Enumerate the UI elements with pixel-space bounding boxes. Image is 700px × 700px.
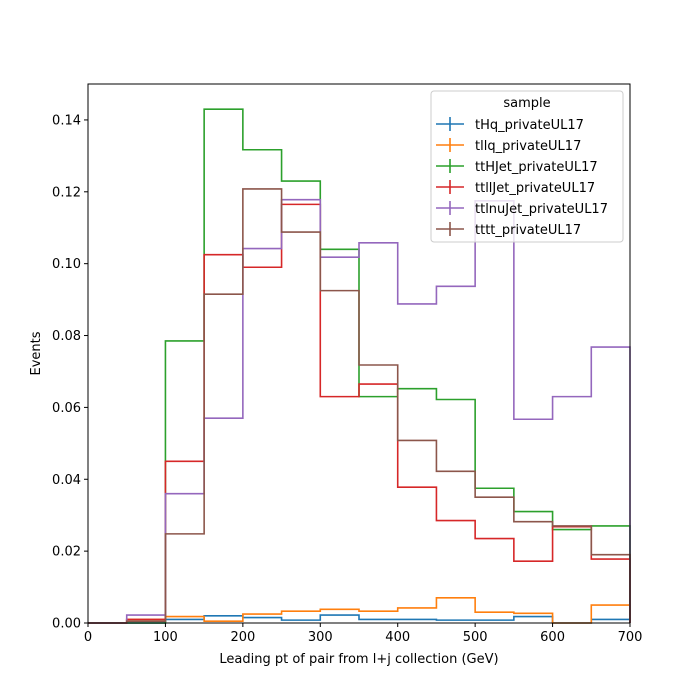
x-tick-label: 400 (385, 630, 410, 645)
series-layer (88, 108, 631, 624)
x-tick-label: 200 (230, 630, 255, 645)
legend-label: ttHJet_privateUL17 (475, 160, 598, 175)
x-tick-label: 100 (153, 630, 178, 645)
legend-label: ttllJet_privateUL17 (475, 181, 595, 196)
x-tick-label: 500 (463, 630, 488, 645)
legend-label: tttt_privateUL17 (475, 223, 581, 238)
legend-label: tllq_privateUL17 (475, 139, 581, 154)
x-axis: 0 100 200 300 400 500 600 700 (84, 623, 643, 645)
legend-items: tHq_privateUL17 tllq_privateUL17 ttHJet_pr… (436, 117, 608, 238)
series-line-tttt_privateUL17 (88, 188, 631, 624)
plot-frame (87, 83, 631, 624)
y-tick-label: 0.04 (52, 473, 81, 488)
y-tick-label: 0.10 (52, 257, 81, 272)
legend-label: tHq_privateUL17 (475, 118, 584, 133)
x-axis-label: Leading pt of pair from l+j collection (… (219, 652, 498, 667)
y-tick-label: 0.02 (52, 545, 81, 560)
legend-title: sample (503, 96, 550, 111)
y-tick-label: 0.00 (52, 617, 81, 632)
y-tick-label: 0.12 (52, 185, 81, 200)
y-axis-label: Events (29, 331, 44, 375)
series-line-ttHJet_privateUL17 (88, 108, 631, 624)
x-tick-label: 300 (308, 630, 333, 645)
x-tick-label: 0 (84, 630, 92, 645)
x-tick-label: 700 (618, 630, 643, 645)
legend-label: ttlnuJet_privateUL17 (475, 202, 608, 217)
legend: sample tHq_privateUL17 tllq_privateUL17tt… (430, 90, 624, 243)
x-tick-label: 600 (540, 630, 565, 645)
series-line-ttllJet_privateUL17 (88, 203, 631, 624)
y-tick-label: 0.14 (52, 113, 81, 128)
y-tick-label: 0.06 (52, 401, 81, 416)
y-axis: 0.00 0.02 0.04 0.06 0.08 0.10 0.12 0.14 (52, 113, 88, 632)
series-line-ttlnuJet_privateUL17 (88, 198, 631, 624)
legend-box (430, 90, 624, 243)
series-line-tllq_privateUL17 (88, 597, 631, 624)
y-tick-label: 0.08 (52, 329, 81, 344)
